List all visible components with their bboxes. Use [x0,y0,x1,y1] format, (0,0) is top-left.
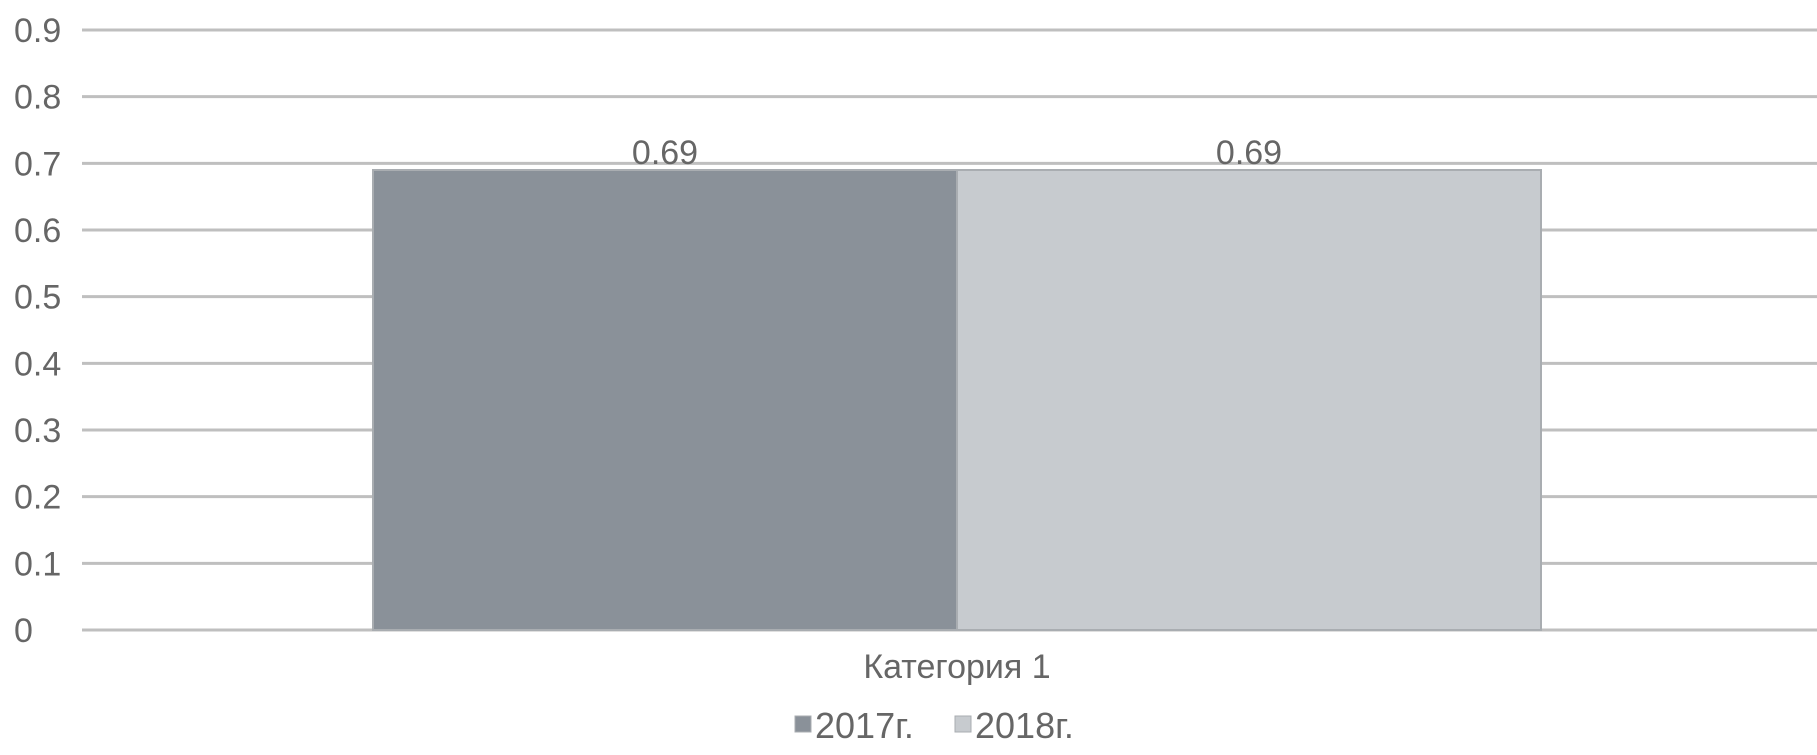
y-tick-label: 0.7 [14,145,61,183]
y-tick-label: 0 [14,612,33,650]
x-axis-category-labels: Категория 1 [863,648,1050,686]
y-tick-label: 0.3 [14,412,61,450]
y-axis-tick-labels: 0 0.1 0.2 0.3 0.4 0.5 0.6 0.7 0.8 0.9 [14,12,61,650]
legend-label: 2017г. [815,705,914,746]
data-label: 0.69 [1216,134,1282,172]
legend-swatch [794,715,812,733]
y-tick-label: 0.1 [14,545,61,583]
legend: 2017г. 2018г. [794,705,1074,746]
legend-swatch [954,715,972,733]
y-tick-label: 0.6 [14,212,61,250]
y-tick-label: 0.5 [14,279,61,317]
y-tick-label: 0.9 [14,12,61,50]
bar-2018г. [956,169,1542,631]
bars [372,169,1542,631]
data-label: 0.69 [632,134,698,172]
x-category-label: Категория 1 [863,648,1050,686]
bar-2017г. [372,169,958,631]
y-tick-label: 0.2 [14,479,61,517]
data-labels: 0.69 0.69 [632,134,1282,172]
legend-label: 2018г. [975,705,1074,746]
y-tick-label: 0.8 [14,79,61,117]
y-tick-label: 0.4 [14,345,61,383]
